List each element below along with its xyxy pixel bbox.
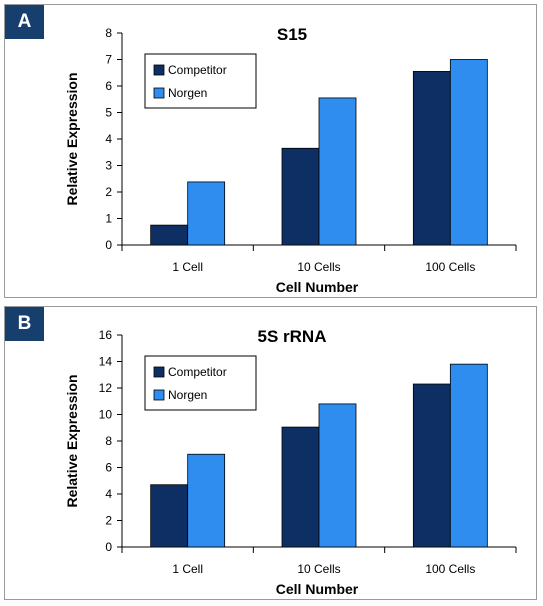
chart-title: 5S rRNA bbox=[258, 327, 327, 346]
x-tick-label: 1 Cell bbox=[172, 260, 203, 274]
bar-competitor bbox=[412, 383, 451, 548]
y-tick-label: 2 bbox=[105, 185, 112, 199]
bar-norgen bbox=[449, 59, 488, 246]
legend-box bbox=[144, 53, 257, 109]
panel-badge: B bbox=[5, 307, 44, 341]
bar-norgen bbox=[318, 97, 357, 246]
y-tick-label: 6 bbox=[105, 79, 112, 93]
chart-s15: S15 0 1 2 3 4 5 6 7 8 1 Cell 10 Cells 100 Cells Cell … bbox=[64, 25, 517, 295]
bar-competitor bbox=[281, 426, 320, 548]
x-axis-label: Cell Number bbox=[276, 581, 359, 597]
x-tick-label: 1 Cell bbox=[172, 562, 203, 576]
y-tick-label: 7 bbox=[105, 53, 112, 67]
chart-5s-rrna: 5S rRNA 0 2 4 6 8 10 12 14 16 1 Cell 10 Cells 100 Ce… bbox=[64, 327, 517, 597]
x-axis-label: Cell Number bbox=[276, 279, 359, 295]
x-tick-label: 10 Cells bbox=[297, 562, 340, 576]
legend-label: Competitor bbox=[168, 63, 227, 77]
chart-panel-b: B 5S rRNA 0 2 4 6 8 10 12 14 16 1 Cell 10 Cells 100 … bbox=[4, 306, 537, 600]
legend-label: Norgen bbox=[168, 86, 207, 100]
y-axis-label: Relative Expression bbox=[64, 374, 80, 507]
legend-swatch bbox=[153, 64, 165, 76]
x-tick-label: 10 Cells bbox=[297, 260, 340, 274]
y-tick-label: 4 bbox=[105, 487, 112, 501]
x-tick-label: 100 Cells bbox=[425, 562, 475, 576]
chart-panel-a: A S15 0 1 2 3 4 5 6 7 8 1 Cell 10 Cells 100 Cells Cel… bbox=[4, 4, 537, 298]
y-tick-label: 10 bbox=[99, 408, 113, 422]
legend-swatch bbox=[153, 366, 165, 378]
y-tick-label: 4 bbox=[105, 132, 112, 146]
y-axis-label: Relative Expression bbox=[64, 72, 80, 205]
bar-competitor bbox=[281, 147, 320, 246]
y-tick-label: 14 bbox=[99, 355, 113, 369]
chart-title: S15 bbox=[277, 25, 307, 44]
y-tick-label: 8 bbox=[105, 26, 112, 40]
bar-norgen bbox=[449, 363, 488, 548]
panel-badge: A bbox=[5, 5, 44, 39]
bar-competitor bbox=[150, 224, 189, 246]
y-tick-label: 3 bbox=[105, 159, 112, 173]
bar-competitor bbox=[150, 484, 189, 548]
y-tick-label: 5 bbox=[105, 106, 112, 120]
y-tick-label: 6 bbox=[105, 461, 112, 475]
legend-swatch bbox=[153, 389, 165, 401]
legend-label: Norgen bbox=[168, 388, 207, 402]
legend-label: Competitor bbox=[168, 365, 227, 379]
y-tick-label: 1 bbox=[105, 212, 112, 226]
bar-norgen bbox=[187, 181, 226, 246]
legend-swatch bbox=[153, 87, 165, 99]
x-tick-label: 100 Cells bbox=[425, 260, 475, 274]
y-tick-label: 8 bbox=[105, 434, 112, 448]
bar-norgen bbox=[318, 403, 357, 548]
y-tick-label: 0 bbox=[105, 238, 112, 252]
bar-competitor bbox=[412, 71, 451, 246]
legend-box bbox=[144, 355, 257, 411]
y-tick-label: 12 bbox=[99, 381, 113, 395]
bar-norgen bbox=[187, 453, 226, 548]
y-tick-label: 16 bbox=[99, 328, 113, 342]
y-tick-label: 2 bbox=[105, 514, 112, 528]
y-tick-label: 0 bbox=[105, 540, 112, 554]
